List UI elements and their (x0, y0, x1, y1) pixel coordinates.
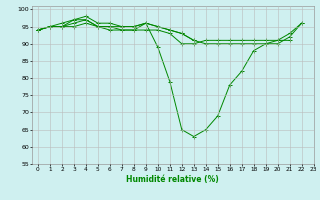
X-axis label: Humidité relative (%): Humidité relative (%) (126, 175, 219, 184)
